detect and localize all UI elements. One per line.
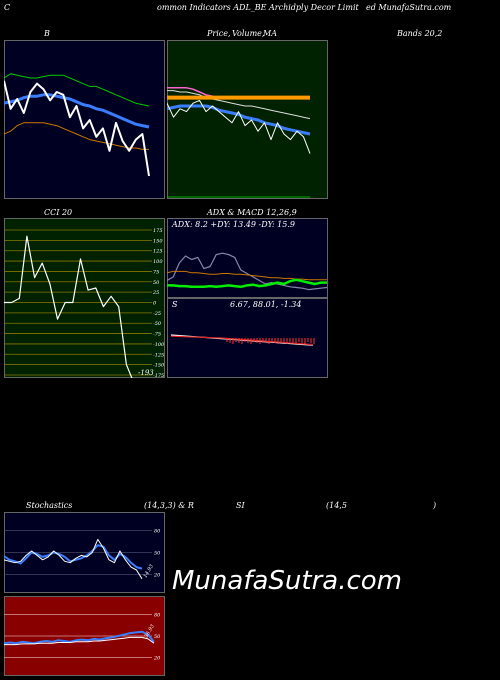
title-stoch: Stochastics: [26, 501, 73, 510]
adx-series-2: [167, 278, 327, 289]
cci-last-value: -193: [138, 369, 154, 377]
price-series-4: [167, 99, 311, 154]
cci-chart: 175 150 125 100 75 50 25 0 -25 -50 -75 -100 -125 -150…: [4, 218, 165, 378]
title-cci: CCI 20: [44, 208, 73, 217]
price-series-1: [167, 90, 311, 120]
stoch-tick-label: 20: [153, 572, 161, 578]
cci-tick-label: -175: [153, 373, 164, 378]
cci-tick-label: 50: [153, 280, 160, 286]
price-ma-panel: [167, 40, 328, 199]
cci-tick-label: 75: [153, 269, 159, 275]
cci-tick-label: 175: [153, 228, 163, 234]
title-stoch-params: (14,3,3) & R: [144, 501, 194, 510]
cci-tick-label: -150: [153, 363, 165, 369]
title-bands: Bands 20,2: [397, 29, 443, 38]
rsi-line: [4, 630, 155, 645]
cci-tick-label: 150: [153, 238, 163, 244]
rsi-tick-label: 80: [154, 612, 161, 618]
cci-tick-label: -50: [153, 321, 162, 327]
title-adx-macd: ADX & MACD 12,26,9: [207, 208, 297, 217]
title-rsi: SI: [236, 501, 245, 510]
title-ma: MA: [263, 29, 277, 38]
header-right: ed MunafaSutra.com: [366, 3, 452, 12]
header-left: C: [4, 3, 11, 12]
cci-tick-label: 25: [152, 290, 159, 296]
bb-series-0: [4, 73, 150, 107]
panel-background: [4, 218, 165, 378]
bb-series-3: [4, 80, 150, 177]
rsi-signal-line: [4, 636, 155, 646]
macd-readout: 6.67, 88.01, -1.34: [230, 300, 302, 309]
stochastics-panel: 80 50 20 14.93: [4, 512, 165, 593]
cci-tick-label: -125: [153, 352, 164, 358]
cci-tick-label: 0: [153, 301, 157, 307]
stoch-tick-label: 50: [154, 551, 161, 557]
adx-readout: ADX: 8.2 +DY: 13.49 -DY: 15.9: [172, 220, 295, 229]
title-volume: Volume,: [232, 29, 265, 38]
cci-tick-label: 125: [153, 249, 163, 255]
header-title: ommon Indicators ADL_BE Archidply Decor …: [157, 3, 359, 12]
panel-background: [167, 40, 328, 199]
adx-series-0: [167, 252, 328, 291]
bb-series-2: [4, 122, 149, 150]
stoch-tick-label: 80: [154, 529, 161, 535]
bollinger-panel: [4, 40, 165, 199]
rsi-tick-label: 20: [153, 656, 161, 662]
cci-panel: 175 150 125 100 75 50 25 0 -25 -50 -75 -100 -125 -150…: [4, 218, 165, 378]
title-bb: B: [44, 29, 50, 38]
watermark: MunafaSutra.com: [172, 566, 403, 596]
adx-panel: [167, 218, 328, 298]
cci-line: [4, 235, 133, 378]
title-price: Price,: [207, 29, 231, 38]
adx-chart: [167, 218, 328, 298]
title-rsi-params: (14,5: [326, 501, 347, 510]
price-ma-chart: [167, 40, 328, 199]
rsi-tick-label: 50: [154, 634, 161, 640]
macd-chart: [167, 298, 328, 378]
title-rsi-close: ): [433, 501, 437, 510]
cci-tick-label: -100: [153, 342, 165, 348]
cci-tick-label: -75: [153, 332, 161, 338]
adx-series-1: [167, 270, 327, 281]
macd-panel: [167, 298, 328, 378]
bollinger-chart: [4, 40, 165, 199]
macd-readout-label: S: [172, 300, 178, 309]
rsi-panel: 80 50 20 36.93: [4, 596, 165, 676]
cci-tick-label: 100: [153, 259, 163, 265]
stoch-d-line: [4, 538, 143, 580]
panel-background: [4, 40, 165, 199]
cci-tick-label: -25: [153, 311, 161, 317]
